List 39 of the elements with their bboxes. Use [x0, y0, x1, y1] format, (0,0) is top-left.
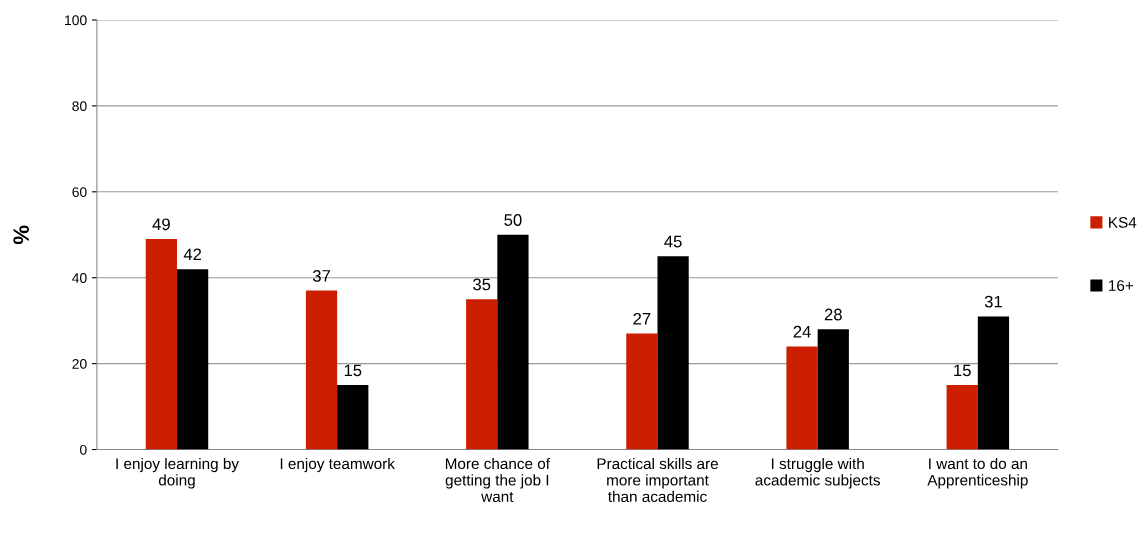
y-tick-label: 80	[72, 101, 87, 112]
y-tick-label: 60	[72, 187, 87, 197]
bar	[176, 269, 209, 450]
bar	[305, 290, 338, 450]
bar	[466, 299, 498, 450]
data-label: 49	[152, 218, 170, 231]
x-tick-label: I enjoy learning by doing	[116, 457, 239, 489]
data-label: 35	[473, 278, 491, 291]
y-tick-label: 20	[72, 358, 87, 369]
data-label: 27	[633, 312, 651, 325]
x-tick-label: More chance of getting the job I want	[445, 457, 550, 503]
data-label: 50	[504, 214, 522, 226]
legend-label: KS4	[1109, 217, 1137, 228]
legend-label: 16+	[1109, 280, 1134, 291]
y-tick-label: 0	[80, 444, 87, 455]
x-tick-label: I enjoy teamwork	[280, 457, 395, 473]
bar	[817, 329, 849, 450]
data-label: 42	[183, 248, 202, 261]
bar	[977, 316, 1010, 450]
bar	[626, 333, 658, 450]
data-label: 31	[984, 295, 1002, 308]
bar	[145, 239, 177, 450]
data-label: 28	[824, 308, 842, 321]
data-label: 45	[664, 235, 682, 248]
y-tick-label: 40	[72, 273, 87, 283]
x-tick-label: I struggle with academic subjects	[755, 457, 880, 489]
data-label: 24	[793, 325, 811, 338]
bar	[657, 256, 689, 450]
bar	[786, 346, 818, 450]
data-label: 15	[344, 364, 362, 377]
bar	[497, 234, 529, 450]
x-tick-label: Practical skills are more important than academic	[597, 457, 718, 503]
bar	[946, 385, 978, 450]
data-label: 15	[954, 364, 971, 377]
bar	[337, 385, 369, 450]
y-tick-label: 100	[65, 15, 87, 26]
x-tick-label: I want to do an Apprenticeship	[927, 457, 1028, 489]
y-axis-title: %	[13, 225, 30, 245]
data-label: 37	[312, 269, 330, 282]
